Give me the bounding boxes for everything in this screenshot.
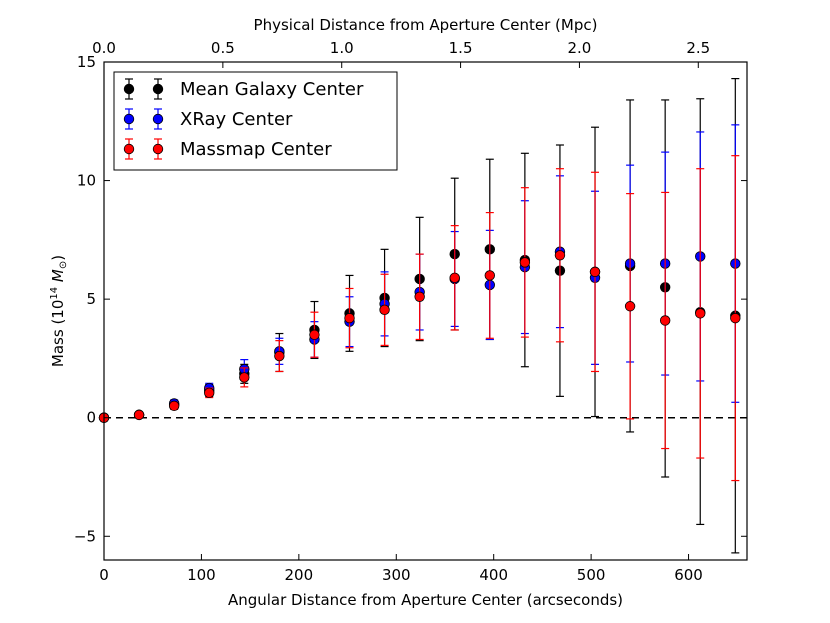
legend: Mean Galaxy Center XRay Center Massmap Cen…	[113, 71, 398, 171]
top-tick-label: 1.5	[449, 39, 473, 57]
y-axis-title-exp: 14	[49, 287, 60, 300]
data-point	[309, 329, 320, 340]
plot-frame	[103, 61, 748, 561]
data-point	[168, 400, 180, 412]
top-tick-label: 2.0	[568, 39, 592, 57]
data-point	[344, 312, 355, 324]
y-tick-label: 10	[77, 172, 96, 190]
data-point	[204, 387, 215, 399]
x-tick-label: 600	[674, 566, 703, 584]
legend-marker	[123, 83, 135, 95]
x-tick-label: 100	[187, 566, 216, 584]
x-tick-label: 200	[285, 566, 314, 584]
y-axis-title: Mass (1014 M⊙)	[49, 255, 69, 367]
legend-marker	[123, 113, 135, 125]
x-tick-label: 500	[577, 566, 606, 584]
legend-entries: Mean Galaxy Center XRay Center Massmap Cen…	[123, 78, 364, 160]
data-point	[730, 312, 741, 324]
data-point	[484, 270, 496, 281]
x-tick-label: 400	[479, 566, 508, 584]
x-axis-title: Angular Distance from Aperture Center (a…	[228, 591, 623, 609]
top-tick-label: 2.5	[686, 39, 710, 57]
legend-label: Massmap Center	[180, 139, 332, 160]
tick-layer: 0 100 200 300 400 500 600 −5 0 5 10 150.0 0.5 1.0 1.5 2…	[74, 39, 747, 584]
legend-label: XRay Center	[180, 109, 293, 130]
legend-label: Mean Galaxy Center	[180, 79, 364, 100]
legend-marker	[123, 143, 135, 155]
top-tick-label: 1.0	[330, 39, 354, 57]
data-point	[659, 315, 671, 326]
x-tick-label: 0	[99, 566, 109, 584]
y-tick-label: −5	[74, 527, 96, 545]
legend-marker	[152, 113, 164, 125]
data-point	[589, 266, 601, 278]
top-tick-label: 0.0	[92, 39, 116, 57]
y-axis-title-sub: ⊙	[58, 261, 69, 269]
top-axis-title: Physical Distance from Aperture Center (…	[254, 16, 598, 34]
y-tick-label: 15	[77, 53, 96, 71]
data-point	[379, 304, 390, 316]
legend-marker	[152, 83, 164, 95]
data-point	[274, 350, 285, 362]
y-axis-title-unit: M	[49, 269, 67, 287]
y-axis-title-suffix: )	[49, 255, 67, 261]
x-tick-label: 300	[382, 566, 411, 584]
data-point	[554, 250, 566, 261]
data-point	[133, 409, 145, 421]
y-tick-label: 5	[86, 290, 96, 308]
y-axis-title-prefix: Mass (10	[49, 300, 67, 367]
data-point	[449, 272, 460, 284]
top-tick-label: 0.5	[211, 39, 235, 57]
data-point	[624, 301, 636, 312]
data-point	[695, 308, 706, 319]
series-massmap-center	[98, 155, 741, 482]
legend-marker	[152, 143, 164, 155]
data-layer	[98, 77, 741, 554]
data-point	[414, 291, 425, 302]
y-tick-label: 0	[86, 409, 96, 427]
data-point	[519, 257, 531, 268]
data-point	[239, 372, 250, 383]
